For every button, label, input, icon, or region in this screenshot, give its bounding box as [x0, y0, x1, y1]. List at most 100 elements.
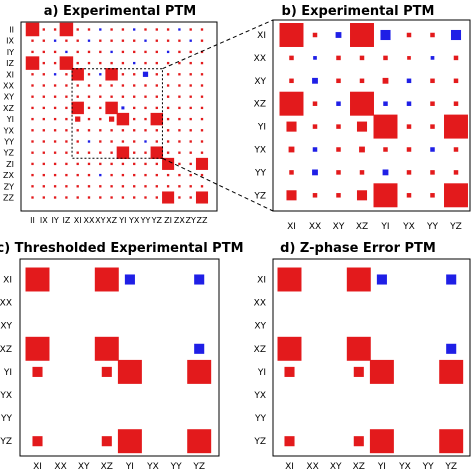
ptm-cell-YI-YY [144, 117, 147, 121]
ptm-cell-ZI-XX [87, 162, 91, 166]
ptm-cell-XX-ZI [166, 84, 170, 87]
y-tick-label: XX [254, 54, 266, 64]
ptm-cell-YY-XY [336, 170, 341, 175]
ptm-cell-XI-XZ [94, 267, 119, 292]
ptm-cell-YI-YI [373, 114, 398, 139]
ptm-cell-ZX-IY [53, 173, 57, 177]
ptm-cell-YI-YI [116, 112, 130, 126]
x-tick-label: XZ [106, 216, 117, 225]
ptm-cell-XZ-XI [71, 101, 84, 115]
x-tick-label: YZ [444, 462, 457, 472]
ptm-cell-YX-XX [87, 129, 91, 132]
ptm-cell-YY-YI [121, 140, 125, 143]
ptm-cell-IZ-ZX [178, 61, 181, 65]
ptm-cell-XI-YI [121, 73, 125, 76]
ptm-cell-YI-IY [53, 117, 57, 121]
ptm-cell-ZI-XY [99, 162, 102, 166]
ptm-cell-YY-II [31, 140, 34, 143]
ptm-cell-IX-ZZ [200, 39, 204, 42]
ptm-cell-XX-XI [76, 84, 79, 87]
x-tick-label: XI [287, 222, 296, 232]
ptm-cell-YZ-YZ [444, 183, 468, 208]
ptm-cell-YZ-XI [76, 151, 79, 154]
y-tick-label: ZX [3, 171, 14, 180]
ptm-cell-IY-XY [99, 50, 102, 54]
ptm-cell-XZ-XI [277, 336, 302, 361]
ptm-cell-ZX-XZ [110, 173, 113, 177]
panel-d: d) Z-phase Error PTM XI XI XX XX XY XY XZ XZ YI Y… [253, 241, 471, 473]
ptm-cell-XI-ZY [189, 73, 192, 76]
y-tick-label: YZ [3, 149, 15, 158]
x-tick-label: ZZ [197, 216, 208, 225]
ptm-cell-ZI-ZY [189, 162, 192, 166]
x-tick-label: YI [380, 222, 389, 232]
panel-d-cells [277, 267, 464, 454]
y-tick-label: XY [0, 322, 12, 332]
ptm-cell-XI-ZX [178, 73, 181, 76]
ptm-cell-XI-II [31, 73, 34, 76]
ptm-cell-YI-XZ [353, 366, 364, 377]
x-tick-label: YX [128, 216, 140, 225]
y-tick-label: ZY [4, 182, 14, 191]
ptm-cell-XI-YZ [194, 274, 205, 285]
ptm-cell-YZ-XI [32, 436, 43, 447]
ptm-cell-ZZ-ZY [189, 196, 192, 199]
y-tick-label: YI [257, 368, 266, 378]
ptm-cell-XZ-XX [312, 101, 318, 106]
x-tick-label: XY [95, 216, 105, 225]
ptm-cell-XI-ZZ [200, 73, 204, 76]
ptm-cell-II-ZZ [200, 28, 204, 31]
zoom-region-box [71, 68, 163, 159]
ptm-cell-XX-ZX [178, 84, 181, 87]
ptm-cell-ZY-XZ [110, 185, 113, 188]
panel-d-ticks: XI XI XX XX XY XY XZ XZ YI YI YX YX YY YY YZ YZ [253, 276, 457, 473]
ptm-cell-YY-XI [289, 170, 294, 175]
ptm-cell-ZI-IX [42, 162, 45, 166]
ptm-cell-YY-YX [406, 170, 412, 175]
ptm-cell-IX-YI [121, 39, 125, 42]
ptm-cell-YZ-YI [116, 146, 130, 159]
ptm-cell-IX-YZ [155, 39, 158, 42]
ptm-cell-XY-YZ [155, 95, 158, 98]
panel-a-cells [25, 22, 209, 204]
ptm-cell-XX-XZ [110, 84, 113, 87]
ptm-cell-IY-ZI [166, 50, 170, 54]
ptm-cell-ZZ-IX [42, 196, 45, 199]
ptm-cell-YI-ZX [178, 117, 181, 121]
y-tick-label: XX [254, 299, 266, 309]
ptm-cell-ZX-IX [42, 173, 45, 177]
y-tick-label: YX [253, 391, 266, 401]
ptm-cell-XX-YZ [453, 55, 459, 61]
panel-c-title: c) Thresholded Experimental PTM [0, 241, 244, 256]
ptm-cell-YZ-YI [117, 429, 142, 454]
ptm-cell-YX-YI [383, 147, 388, 152]
zoom-connector-bottom [162, 157, 274, 212]
x-tick-label: YI [377, 462, 386, 472]
ptm-cell-YZ-ZI [166, 151, 170, 154]
x-tick-label: IZ [62, 216, 70, 225]
ptm-cell-YI-YI [117, 359, 142, 384]
ptm-cell-YI-IX [42, 117, 45, 121]
ptm-cell-XY-XY [99, 95, 102, 98]
ptm-cell-XZ-YZ [453, 101, 459, 106]
ptm-cell-YI-YY [430, 124, 435, 129]
ptm-cell-ZZ-YZ [155, 196, 158, 199]
ptm-cell-II-ZI [166, 28, 170, 31]
zoom-connector-top [162, 19, 274, 70]
ptm-cell-XZ-YX [406, 101, 412, 106]
x-tick-label: XZ [101, 462, 113, 472]
ptm-cell-IX-XX [87, 39, 91, 42]
ptm-cell-XX-XX [313, 56, 317, 60]
ptm-cell-XY-ZI [166, 95, 170, 98]
ptm-cell-IZ-XY [99, 61, 102, 65]
y-tick-label: YY [254, 168, 266, 178]
x-tick-label: XY [333, 222, 345, 232]
ptm-cell-XX-XI [289, 55, 294, 61]
x-tick-label: YY [140, 216, 151, 225]
ptm-cell-XI-ZI [166, 73, 170, 76]
ptm-cell-YI-XI [284, 366, 295, 377]
ptm-cell-ZI-IZ [65, 162, 68, 166]
x-tick-label: YZ [449, 222, 462, 232]
y-tick-label: YZ [253, 437, 266, 447]
y-tick-label: XI [257, 31, 266, 41]
